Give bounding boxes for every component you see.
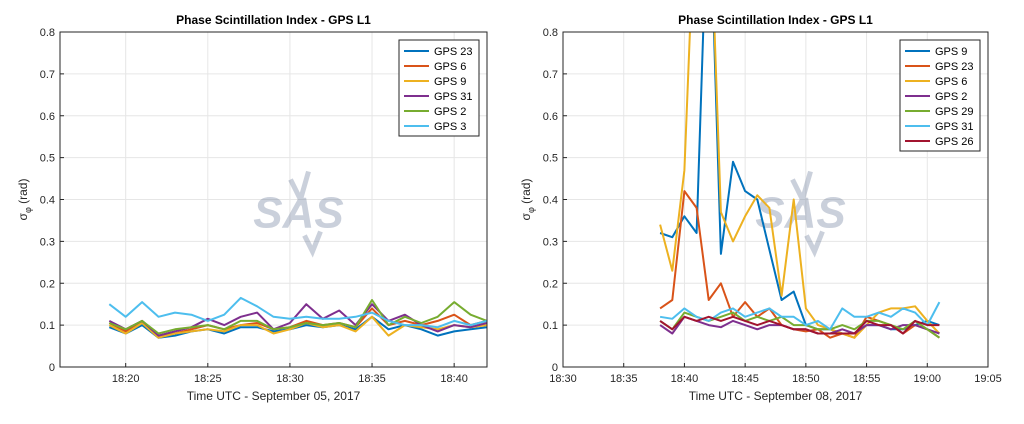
y-tick-label: 0.3 — [40, 236, 55, 248]
y-tick-label: 0.6 — [543, 111, 558, 123]
legend-label: GPS 3 — [434, 121, 466, 133]
y-tick-label: 0.2 — [543, 278, 558, 290]
series-line-gps-26 — [659, 315, 940, 335]
svg-text:SAS: SAS — [253, 189, 343, 238]
y-tick-label: 0.7 — [543, 69, 558, 81]
y-tick-label: 0.5 — [40, 153, 55, 165]
chart-title: Phase Scintillation Index - GPS L1 — [678, 13, 873, 27]
legend-label: GPS 23 — [935, 61, 974, 73]
legend-label: GPS 31 — [434, 91, 473, 103]
y-tick-label: 0.1 — [40, 320, 55, 332]
x-tick-label: 19:00 — [914, 373, 942, 385]
sas-watermark-logo: SAS — [253, 170, 344, 258]
x-axis-label: Time UTC - September 05, 2017 — [187, 389, 361, 403]
x-tick-label: 18:55 — [853, 373, 881, 385]
sas-watermark-logo: SAS — [755, 170, 846, 258]
legend-label: GPS 2 — [935, 91, 967, 103]
series-line-gps-31 — [659, 301, 941, 331]
series-line-gps-6 — [659, 32, 941, 339]
y-tick-label: 0 — [552, 362, 558, 374]
series-line-gps-9 — [108, 315, 487, 339]
legend: GPS 9 GPS 23 GPS 6 GPS 2 GPS 29 GPS 31 GPS 26 — [899, 39, 981, 152]
x-tick-label: 18:40 — [440, 373, 468, 385]
legend-label: GPS 2 — [434, 106, 466, 118]
x-tick-label: 18:25 — [194, 373, 222, 385]
y-tick-label: 0.2 — [40, 278, 55, 290]
legend-label: GPS 23 — [434, 46, 473, 58]
legend-label: GPS 31 — [935, 121, 974, 133]
x-tick-label: 18:20 — [112, 373, 140, 385]
series-line-gps-2 — [108, 299, 487, 335]
legend: GPS 23 GPS 6 GPS 9 GPS 31 GPS 2 GPS 3 — [398, 39, 480, 137]
y-tick-label: 0 — [49, 362, 55, 374]
series-group — [108, 296, 487, 339]
x-tick-label: 18:30 — [549, 373, 577, 385]
y-tick-label: 0.3 — [543, 236, 558, 248]
x-tick-label: 19:05 — [974, 373, 1002, 385]
y-tick-label: 0.6 — [40, 111, 55, 123]
legend-label: GPS 6 — [935, 76, 967, 88]
legend-label: GPS 9 — [935, 46, 967, 58]
chart-panel-1: SAS 0 0.1 0.2 0.3 0.4 0.5 0.6 0.7 0.8 18:20 18:25 18… — [16, 13, 488, 403]
legend-label: GPS 26 — [935, 136, 974, 148]
x-tick-label: 18:35 — [358, 373, 386, 385]
legend-label: GPS 6 — [434, 61, 466, 73]
chart-panel-2: SAS 0 0.1 0.2 0.3 0.4 0.5 0.6 0.7 0.8 18:30 18:35 18… — [519, 13, 1002, 403]
x-tick-label: 18:45 — [731, 373, 759, 385]
y-axis-label: σφ (rad) — [16, 179, 33, 221]
legend-box — [398, 39, 480, 137]
series-line-gps-3 — [108, 296, 487, 329]
chart-title: Phase Scintillation Index - GPS L1 — [176, 13, 371, 27]
x-tick-label: 18:30 — [276, 373, 304, 385]
legend-label: GPS 9 — [434, 76, 466, 88]
y-tick-label: 0.8 — [543, 27, 558, 39]
y-tick-label: 0.4 — [40, 195, 55, 207]
series-group — [659, 32, 941, 339]
y-tick-label: 0.1 — [543, 320, 558, 332]
y-tick-label: 0.8 — [40, 27, 55, 39]
y-tick-label: 0.4 — [543, 195, 558, 207]
x-tick-label: 18:50 — [792, 373, 820, 385]
x-tick-label: 18:35 — [610, 373, 638, 385]
y-axis-label: σφ (rad) — [519, 179, 536, 221]
y-tick-label: 0.7 — [40, 69, 55, 81]
legend-label: GPS 29 — [935, 106, 974, 118]
x-axis-label: Time UTC - September 08, 2017 — [689, 389, 863, 403]
y-tick-label: 0.5 — [543, 153, 558, 165]
x-tick-label: 18:40 — [671, 373, 699, 385]
